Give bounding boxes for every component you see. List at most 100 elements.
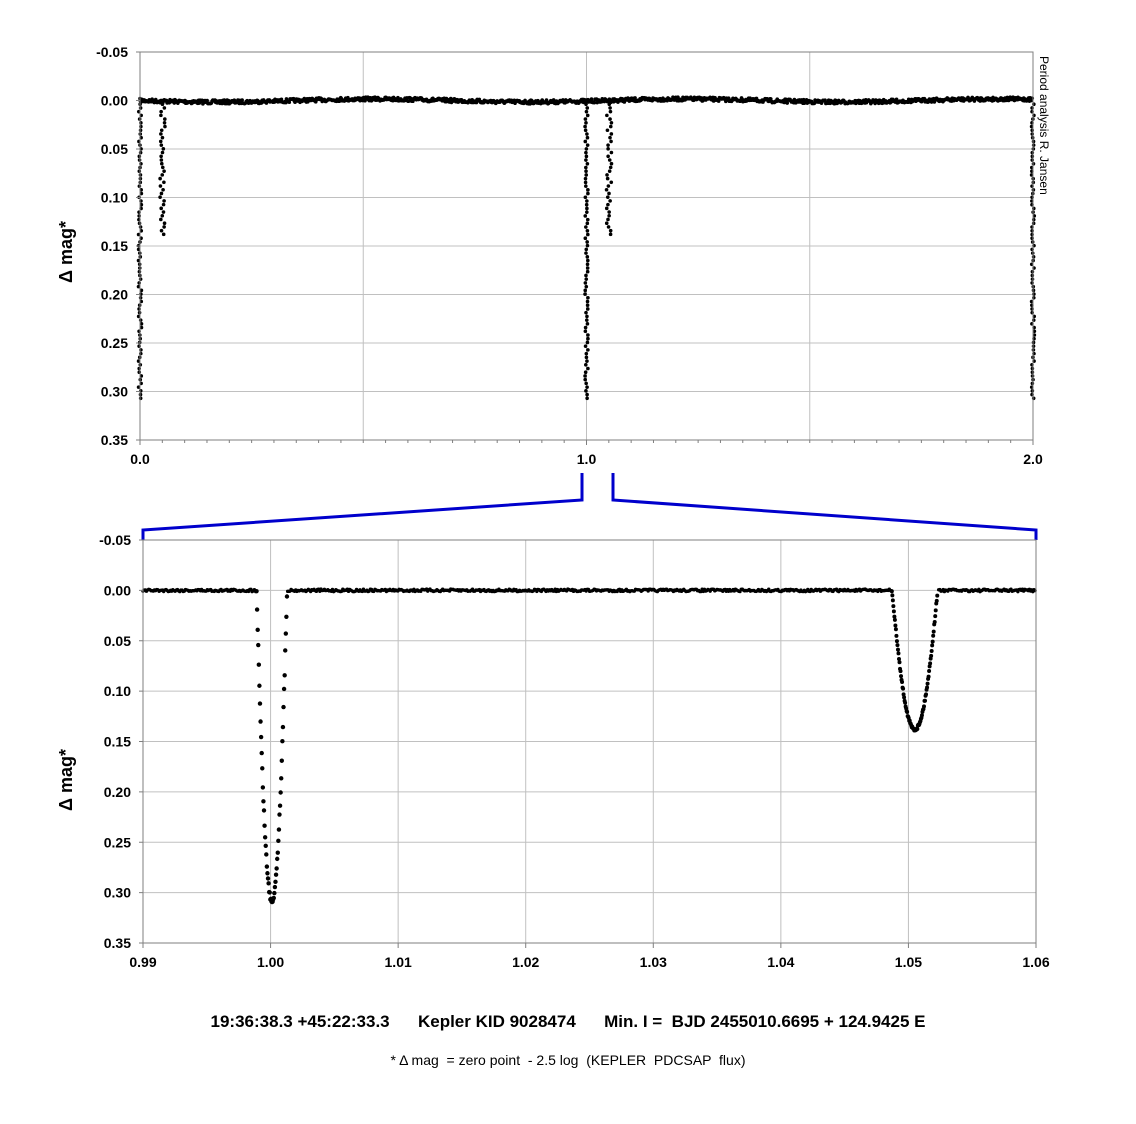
top-primary-eclipse-point (586, 366, 590, 371)
top-primary-eclipse-point (583, 176, 588, 181)
top-secondary-eclipse-point (163, 117, 167, 121)
bottom-secondary-eclipse-point (935, 593, 940, 598)
bot-y-tick-label: 0.10 (104, 683, 131, 699)
top-secondary-eclipse-point (608, 232, 613, 237)
top-secondary-eclipse-point (160, 102, 165, 107)
top-secondary-eclipse-point (609, 139, 613, 144)
bottom-primary-eclipse-point (282, 673, 287, 678)
top-primary-eclipse-point (1031, 139, 1036, 144)
top-primary-eclipse-point (1031, 396, 1036, 401)
top-primary-eclipse-point (585, 221, 590, 226)
top-tick-labels: -0.05 0.00 0.05 0.10 0.15 0.20 0.25 0.30 0.350.0… (96, 44, 1043, 467)
bottom-primary-eclipse-point (275, 850, 280, 855)
bottom-primary-eclipse-point (275, 856, 280, 862)
top-primary-eclipse-point (584, 169, 588, 174)
top-primary-eclipse-point (585, 255, 590, 259)
top-secondary-eclipse-point (159, 206, 163, 211)
top-secondary-eclipse-point (158, 98, 163, 103)
top-primary-eclipse-point (585, 303, 590, 308)
top-primary-eclipse-point (1031, 318, 1036, 322)
bottom-secondary-eclipse-point (915, 727, 920, 732)
top-primary-eclipse-point (584, 277, 589, 281)
top-primary-eclipse-point (136, 258, 141, 263)
top-primary-eclipse-point (583, 370, 588, 375)
bottom-secondary-eclipse-point (890, 598, 895, 603)
bottom-primary-eclipse-point (279, 776, 284, 781)
top-primary-eclipse-point (585, 132, 589, 136)
top-primary-eclipse-point (137, 184, 142, 188)
bottom-primary-eclipse-point (262, 823, 267, 828)
top-secondary-eclipse-point (607, 210, 611, 214)
bottom-primary-eclipse-point (260, 785, 266, 790)
top-primary-eclipse-point (584, 165, 588, 170)
bottom-primary-eclipse-point (257, 701, 263, 706)
bottom-primary-eclipse-point (263, 843, 268, 848)
top-secondary-eclipse-point (162, 106, 167, 110)
top-baseline-point (592, 100, 597, 105)
top-secondary-eclipse-point (607, 102, 612, 107)
top-primary-eclipse-point (584, 102, 588, 107)
bottom-primary-eclipse-point (256, 662, 262, 667)
bottom-primary-eclipse-point (258, 719, 263, 724)
bottom-primary-eclipse-point (276, 827, 282, 832)
bottom-secondary-eclipse-point (903, 700, 908, 705)
bottom-primary-eclipse-point (272, 884, 278, 890)
bot-x-tick-label: 1.05 (895, 954, 922, 970)
top-primary-eclipse-point (585, 135, 590, 140)
top-primary-eclipse-point (139, 322, 144, 326)
bottom-secondary-eclipse-point (892, 617, 897, 622)
top-secondary-eclipse-point (605, 113, 609, 118)
top-primary-eclipse-point (583, 329, 588, 334)
bottom-secondary-eclipse-point (929, 653, 934, 658)
top-primary-eclipse-point (1030, 370, 1035, 375)
top-primary-eclipse-point (138, 396, 143, 401)
top-baseline-point (528, 102, 532, 106)
top-primary-eclipse-point (585, 161, 590, 166)
bot-x-tick-label: 0.99 (129, 954, 156, 970)
bot-y-tick-label: 0.35 (104, 935, 131, 951)
top-secondary-eclipse-point (606, 147, 610, 151)
top-secondary-eclipse-point (159, 132, 163, 136)
bottom-primary-eclipse-point (261, 808, 267, 813)
top-primary-eclipse-point (136, 359, 141, 363)
top-primary-eclipse-point (585, 199, 589, 203)
top-baseline-point (716, 99, 721, 103)
bot-y-tick-label: -0.05 (99, 532, 131, 548)
top-primary-eclipse-point (585, 392, 589, 397)
top-primary-eclipse-point (584, 173, 589, 177)
top-x-tick-label: 0.0 (130, 451, 150, 467)
top-secondary-eclipse-point (159, 113, 163, 118)
bottom-secondary-eclipse-point (894, 639, 899, 644)
top-primary-eclipse-point (586, 191, 590, 196)
top-secondary-eclipse-point (607, 213, 611, 218)
bottom-primary-eclipse-point (264, 852, 269, 857)
top-secondary-eclipse-point (606, 143, 610, 147)
bottom-secondary-eclipse-point (900, 680, 905, 685)
top-primary-eclipse-point (585, 143, 590, 147)
top-primary-eclipse-point (136, 385, 141, 389)
bottom-secondary-eclipse-point (893, 627, 898, 632)
top-secondary-eclipse-point (160, 173, 165, 177)
top-secondary-eclipse-point (159, 191, 164, 196)
zoom-bracket-left (141, 473, 584, 540)
top-secondary-eclipse-point (607, 191, 611, 196)
top-primary-eclipse-point (584, 202, 589, 207)
bottom-secondary-eclipse-point (925, 685, 930, 690)
top-primary-eclipse-point (586, 336, 590, 341)
top-secondary-eclipse-point (609, 180, 614, 185)
top-secondary-eclipse-point (161, 202, 166, 207)
bottom-tick-labels: -0.05 0.00 0.05 0.10 0.15 0.20 0.25 0.30 0.35 0.9… (99, 532, 1050, 970)
top-primary-eclipse-point (583, 98, 587, 103)
bottom-primary-eclipse-point (276, 838, 281, 844)
bottom-secondary-eclipse-point (925, 681, 930, 686)
bot-x-tick-label: 1.04 (767, 954, 794, 970)
top-primary-eclipse-point (137, 154, 142, 159)
top-primary-eclipse-point (586, 232, 590, 237)
bottom-secondary-eclipse-point (930, 643, 935, 648)
top-y-tick-label: 0.00 (101, 93, 128, 109)
top-primary-eclipse-point (138, 106, 143, 110)
top-y-tick-label: 0.10 (101, 190, 128, 206)
bottom-secondary-eclipse-point (919, 713, 924, 718)
top-primary-eclipse-point (583, 344, 588, 348)
bottom-primary-eclipse-point (274, 866, 279, 871)
